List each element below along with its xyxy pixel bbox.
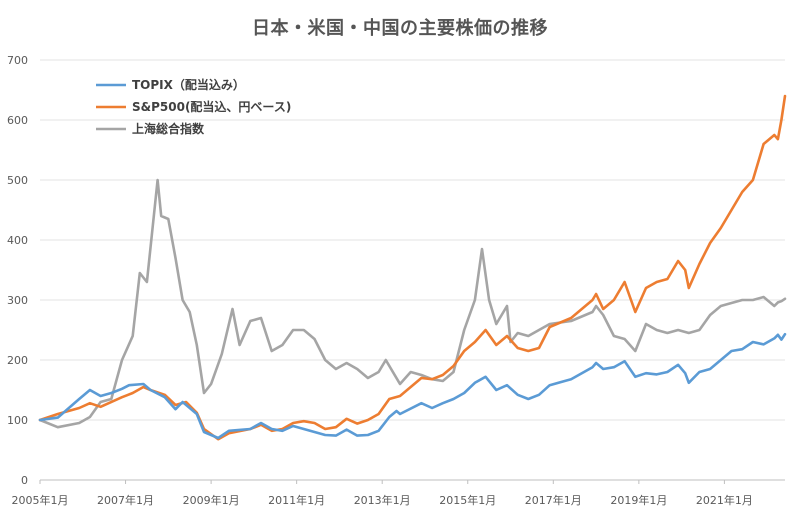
y-tick-label: 700 <box>7 54 28 67</box>
chart-title: 日本・米国・中国の主要株価の推移 <box>252 18 548 39</box>
y-axis-ticks: 0 100 200 300 400 500 600 700 <box>7 54 28 487</box>
x-tick-label: 2019年1月 <box>610 493 667 507</box>
series-line-1 <box>38 94 787 441</box>
legend-label: 上海総合指数 <box>132 121 205 136</box>
x-tick-label: 2011年1月 <box>268 493 325 507</box>
x-tick-label: 2005年1月 <box>12 493 69 507</box>
legend-label: TOPIX（配当込み） <box>132 77 245 92</box>
x-tick-label: 2015年1月 <box>439 493 496 507</box>
y-tick-label: 400 <box>7 234 28 247</box>
x-tick-label: 2009年1月 <box>183 493 240 507</box>
series-line-0 <box>38 332 787 440</box>
series-lines <box>38 94 787 441</box>
y-tick-label: 600 <box>7 114 28 127</box>
grid-lines <box>40 59 785 481</box>
series-line-2 <box>38 178 787 429</box>
x-axis-ticks: 2005年1月 2007年1月 2009年1月 2011年1月 2013年1月 2015年… <box>12 480 753 507</box>
x-tick-label: 2013年1月 <box>354 493 411 507</box>
x-tick-label: 2007年1月 <box>97 493 154 507</box>
y-tick-label: 0 <box>21 474 28 487</box>
y-tick-label: 100 <box>7 414 28 427</box>
legend: TOPIX（配当込み） S&P500(配当込、円ベース) 上海総合指数 <box>96 77 291 136</box>
y-tick-label: 300 <box>7 294 28 307</box>
x-tick-label: 2021年1月 <box>696 493 753 507</box>
y-tick-label: 200 <box>7 354 28 367</box>
y-tick-label: 500 <box>7 174 28 187</box>
x-tick-label: 2017年1月 <box>525 493 582 507</box>
legend-label: S&P500(配当込、円ベース) <box>132 99 291 114</box>
